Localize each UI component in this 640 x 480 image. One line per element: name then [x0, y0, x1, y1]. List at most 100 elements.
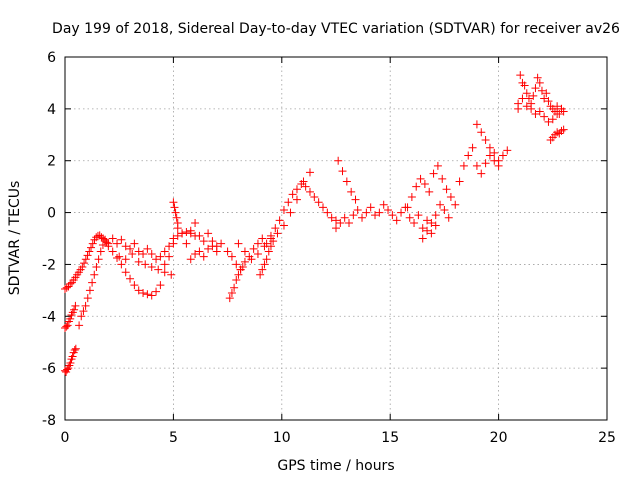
data-point — [195, 231, 204, 240]
data-point — [446, 193, 455, 202]
data-point — [375, 208, 384, 217]
data-point — [178, 229, 187, 238]
data-point — [494, 156, 503, 165]
data-point — [535, 78, 544, 87]
data-point — [173, 218, 182, 227]
data-point — [472, 161, 481, 170]
series-u — [546, 125, 568, 144]
data-point — [327, 213, 336, 222]
data-point — [121, 255, 130, 264]
data-point — [191, 218, 200, 227]
data-point — [160, 260, 169, 269]
data-point — [305, 168, 314, 177]
data-point — [139, 250, 148, 259]
data-point — [70, 345, 79, 354]
axis-ticks: 0 5 10 15 20 25 -8 -6 -4 -2 0 2 4 6 — [42, 50, 616, 446]
data-point — [94, 255, 103, 264]
data-point — [240, 247, 249, 256]
data-point — [230, 283, 239, 292]
x-tick-label: 20 — [490, 430, 508, 446]
data-point — [418, 224, 427, 233]
data-point — [93, 231, 102, 240]
data-point — [172, 213, 181, 222]
series-f — [108, 218, 226, 264]
data-point — [154, 265, 163, 274]
data-point — [522, 102, 531, 111]
y-tick-label: -6 — [42, 361, 56, 377]
data-point — [407, 193, 416, 202]
data-point — [427, 229, 436, 238]
data-point — [392, 216, 401, 225]
data-point — [262, 255, 271, 264]
data-point — [431, 211, 440, 220]
data-point — [170, 203, 179, 212]
data-point — [87, 243, 96, 252]
data-point — [182, 228, 191, 237]
data-point — [143, 290, 152, 299]
series-o — [334, 156, 360, 204]
data-point — [147, 291, 156, 300]
data-point — [269, 237, 278, 246]
data-point — [527, 104, 536, 113]
data-point — [553, 110, 562, 119]
data-point — [529, 91, 538, 100]
data-point — [349, 211, 358, 220]
data-point — [485, 151, 494, 160]
data-point — [405, 213, 414, 222]
series-m — [256, 237, 278, 279]
data-point — [358, 213, 367, 222]
data-point — [152, 287, 161, 296]
data-point — [253, 239, 262, 248]
data-point — [156, 281, 165, 290]
data-point — [420, 180, 429, 189]
data-points — [61, 71, 568, 377]
data-point — [338, 167, 347, 176]
x-tick-label: 10 — [273, 430, 291, 446]
data-point — [126, 274, 135, 283]
data-point — [332, 224, 340, 233]
data-point — [134, 247, 143, 256]
data-point — [134, 257, 143, 266]
series-t — [514, 94, 566, 126]
data-point — [416, 174, 425, 183]
data-point — [173, 231, 182, 240]
y-tick-label: -2 — [42, 257, 56, 273]
data-point — [318, 203, 327, 212]
data-point — [559, 125, 568, 134]
data-point — [121, 242, 130, 251]
data-point — [431, 221, 440, 230]
data-point — [160, 268, 169, 277]
data-point — [336, 218, 345, 227]
data-point — [108, 247, 117, 256]
data-point — [83, 294, 92, 303]
data-point — [292, 185, 301, 194]
data-point — [410, 218, 419, 227]
data-point — [191, 250, 200, 259]
series-n — [332, 200, 440, 238]
chart-title: Day 199 of 2018, Sidereal Day-to-day VTE… — [52, 21, 620, 37]
data-point — [204, 229, 213, 238]
data-point — [438, 174, 447, 183]
data-point — [542, 89, 551, 98]
data-point — [301, 182, 310, 191]
y-tick-label: -4 — [42, 309, 56, 325]
grid-lines — [65, 57, 607, 420]
data-point — [134, 286, 143, 295]
data-point — [292, 195, 301, 204]
data-point — [126, 244, 135, 253]
data-point — [353, 205, 362, 214]
data-point — [167, 270, 176, 279]
y-tick-label: 6 — [47, 50, 56, 66]
data-point — [62, 283, 71, 292]
y-axis-label: SDTVAR / TECUs — [7, 181, 23, 296]
data-point — [147, 250, 156, 259]
data-point — [186, 255, 195, 264]
data-point — [433, 161, 442, 170]
data-point — [481, 159, 490, 168]
data-point — [96, 247, 105, 256]
data-point — [71, 344, 80, 353]
data-point — [522, 89, 531, 98]
data-point — [139, 288, 148, 297]
data-point — [68, 352, 77, 361]
